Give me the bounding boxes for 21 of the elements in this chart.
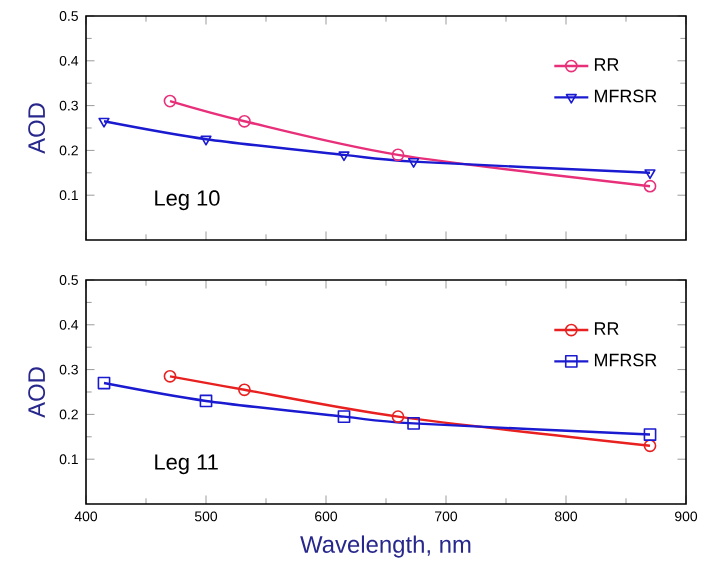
point — [200, 135, 212, 146]
legend-label: MFRSR — [594, 89, 657, 103]
point — [391, 148, 405, 162]
point — [97, 376, 111, 390]
legend-label: RR — [594, 322, 619, 335]
annotation: Leg 10 — [155, 190, 220, 211]
annotation: Leg 11 — [155, 454, 218, 475]
point — [407, 158, 420, 168]
point — [643, 428, 657, 441]
point — [238, 383, 251, 397]
legend-label: MFRSR — [594, 353, 657, 367]
point — [407, 416, 420, 430]
x-axis-title: Wavelength, nm — [300, 535, 471, 558]
point — [238, 114, 251, 128]
point — [338, 151, 350, 162]
y-axis-title: AOD — [28, 103, 46, 154]
legend-label: RR — [594, 58, 619, 71]
point — [199, 394, 213, 408]
point — [337, 410, 351, 424]
point — [391, 410, 405, 424]
y-axis-title: AOD — [28, 367, 46, 418]
